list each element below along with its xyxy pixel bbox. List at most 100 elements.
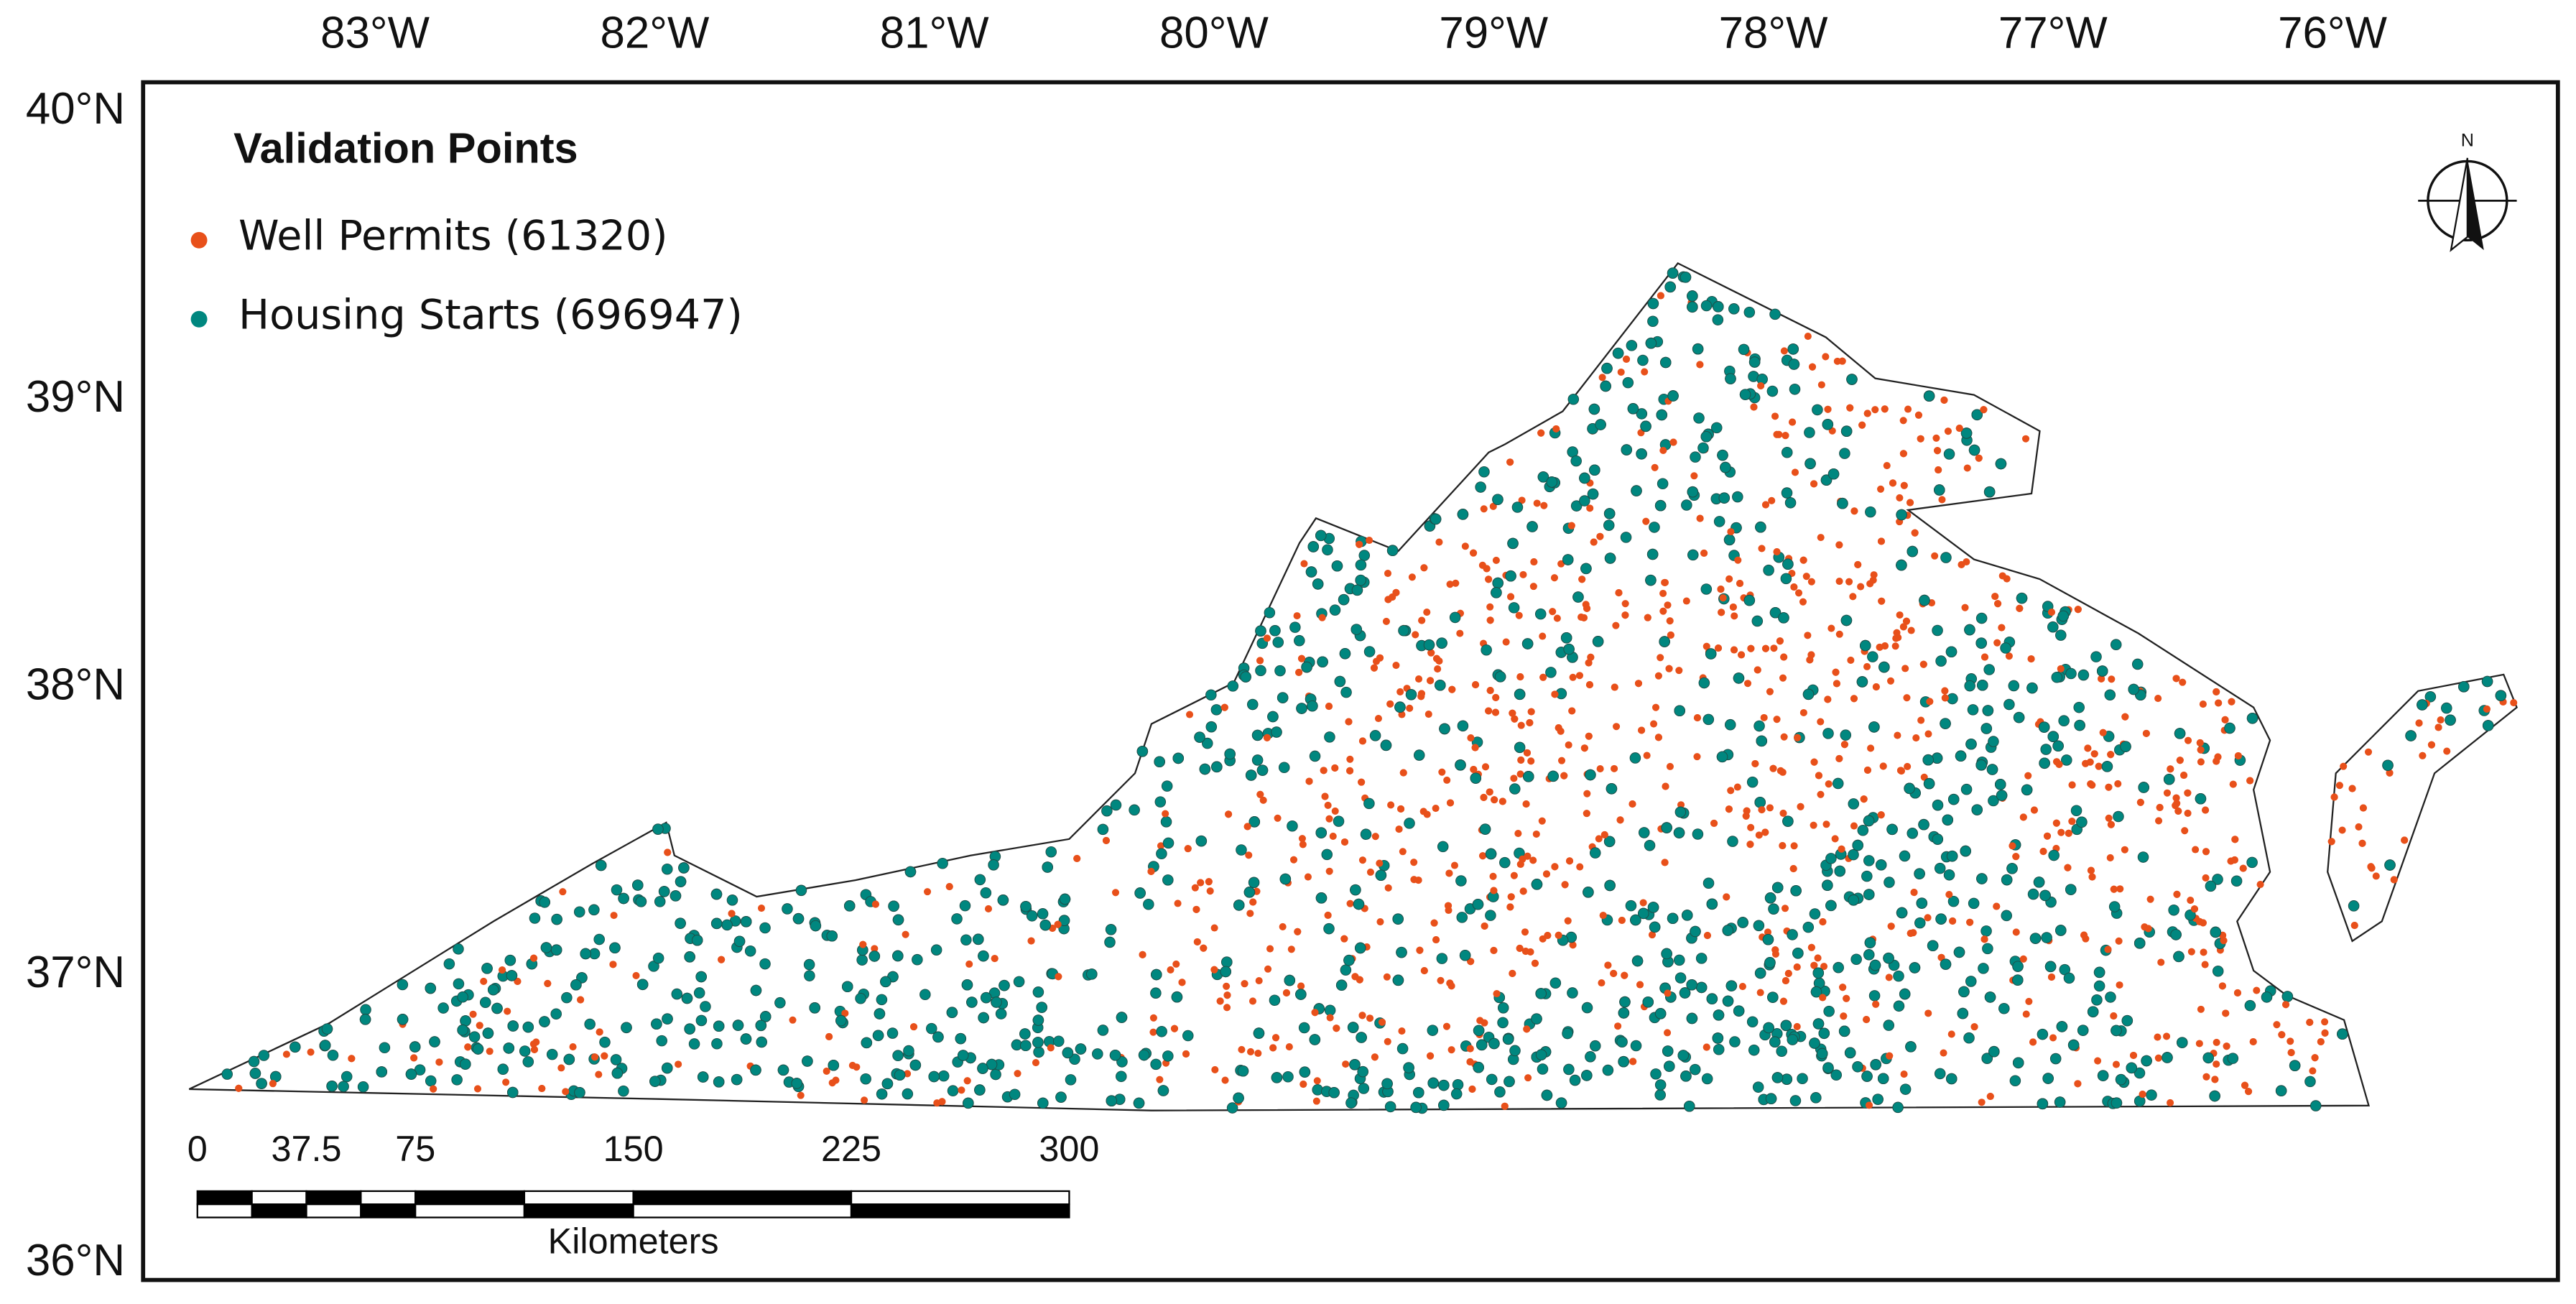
housing-start-dot xyxy=(618,892,629,905)
well-permit-dot xyxy=(1596,765,1604,773)
housing-start-dot xyxy=(2001,874,2013,886)
well-permit-dot xyxy=(1819,994,1827,1002)
housing-start-dot xyxy=(1255,625,1266,637)
housing-start-dot xyxy=(1237,1065,1249,1077)
well-permit-dot xyxy=(1941,687,1949,695)
housing-start-dot xyxy=(1934,862,1946,874)
well-permit-dot xyxy=(1644,614,1651,621)
housing-start-dot xyxy=(1580,563,1592,575)
well-permit-dot xyxy=(1486,788,1493,796)
well-permit-dot xyxy=(1887,922,1895,930)
well-permit-dot xyxy=(1896,494,1904,501)
well-permit-dot xyxy=(1467,734,1475,742)
housing-start-dot xyxy=(957,1050,969,1061)
housing-start-dot xyxy=(1340,686,1352,698)
housing-start-dot xyxy=(1581,1002,1593,1014)
housing-start-dot xyxy=(1567,987,1578,999)
housing-start-dot xyxy=(1968,897,1980,910)
well-permit-dot xyxy=(664,848,672,856)
well-permit-dot xyxy=(1651,463,1659,471)
housing-start-dot xyxy=(1298,1022,1310,1034)
housing-start-dot xyxy=(1618,1007,1630,1019)
well-permit-dot xyxy=(1846,404,1854,412)
housing-start-dot xyxy=(1019,1040,1032,1052)
housing-start-dot xyxy=(1763,1022,1774,1034)
housing-start-dot xyxy=(2070,805,2082,817)
housing-start-dot xyxy=(1601,362,1613,374)
boundary xyxy=(188,262,2370,1111)
housing-start-dot xyxy=(1097,823,1109,836)
housing-start-dot xyxy=(2037,1098,2049,1110)
well-permit-dot xyxy=(1387,801,1395,809)
well-permit-dot xyxy=(2110,1012,2118,1020)
housing-start-dot xyxy=(1334,675,1346,688)
housing-start-dot xyxy=(1916,897,1928,909)
housing-start-dot xyxy=(1570,500,1583,512)
housing-start-dot xyxy=(2009,1075,2021,1087)
housing-start-dot xyxy=(1700,583,1713,595)
housing-start-dot xyxy=(1381,1078,1393,1090)
well-permit-dot xyxy=(2172,802,2179,810)
housing-start-dot xyxy=(876,1088,888,1100)
housing-start-dot xyxy=(888,900,899,912)
well-permit-dot xyxy=(1886,1052,1894,1060)
well-permit-dot xyxy=(1585,732,1593,740)
housing-start-dot xyxy=(443,958,455,970)
well-permit-dot xyxy=(904,1070,912,1078)
well-permit-dot xyxy=(2330,793,2338,801)
well-permit-dot xyxy=(2415,719,2423,727)
well-permit-dot xyxy=(1533,499,1541,507)
housing-start-dot xyxy=(1150,987,1162,999)
housing-start-dot xyxy=(2058,715,2070,727)
housing-start-dot xyxy=(2481,675,2493,688)
housing-start-dot xyxy=(2104,689,2116,701)
housing-start-dot xyxy=(1162,874,1174,886)
well-permit-dot xyxy=(2184,736,2192,744)
housing-start-dot xyxy=(2044,961,2057,973)
well-permit-dot xyxy=(1780,653,1788,661)
well-permit-dot xyxy=(1325,815,1333,823)
housing-start-dot xyxy=(1827,468,1840,480)
housing-start-dot xyxy=(1472,898,1484,910)
well-permit-dot xyxy=(2273,1021,2281,1029)
housing-start-dot xyxy=(1960,427,1973,439)
well-permit-dot xyxy=(559,888,567,896)
housing-start-dot xyxy=(1792,947,1804,959)
housing-start-dot xyxy=(1642,997,1654,1008)
housing-start-dot xyxy=(1272,637,1284,648)
well-permit-dot xyxy=(1806,656,1814,664)
well-permit-dot xyxy=(1552,425,1560,433)
housing-start-dot xyxy=(1355,559,1367,571)
housing-start-dot xyxy=(1508,602,1520,614)
well-permit-dot xyxy=(1523,1025,1531,1033)
housing-start-dot xyxy=(1872,1093,1884,1105)
well-permit-dot xyxy=(1617,368,1625,376)
housing-start-dot xyxy=(1248,877,1260,889)
well-permit-dot xyxy=(1263,734,1271,741)
housing-start-dot xyxy=(695,1014,708,1027)
well-permit-dot xyxy=(1817,718,1825,726)
well-permit-dot xyxy=(1054,920,1062,928)
housing-start-dot xyxy=(1980,925,1992,937)
housing-start-dot xyxy=(1220,966,1231,978)
well-permit-dot xyxy=(1799,556,1807,564)
well-permit-dot xyxy=(1590,538,1598,546)
housing-start-dot xyxy=(1934,484,1945,496)
housing-start-dot xyxy=(1861,1071,1873,1082)
housing-start-dot xyxy=(981,991,992,1004)
housing-start-dot xyxy=(1062,1047,1074,1059)
housing-start-dot xyxy=(1581,1070,1593,1081)
well-permit-dot xyxy=(1702,642,1710,650)
housing-start-dot xyxy=(1606,783,1618,795)
housing-start-dot xyxy=(2174,728,2186,739)
housing-start-dot xyxy=(1923,390,1935,402)
well-permit-dot xyxy=(1807,943,1815,951)
well-permit-dot xyxy=(1877,537,1886,545)
housing-start-dot xyxy=(1859,639,1871,652)
well-permit-dot xyxy=(2027,655,2035,663)
housing-start-dot xyxy=(759,922,771,934)
well-permit-dot xyxy=(1371,1053,1379,1061)
well-permit-dot xyxy=(797,1091,805,1099)
housing-start-dot xyxy=(2244,999,2256,1012)
housing-start-dot xyxy=(903,1045,914,1057)
